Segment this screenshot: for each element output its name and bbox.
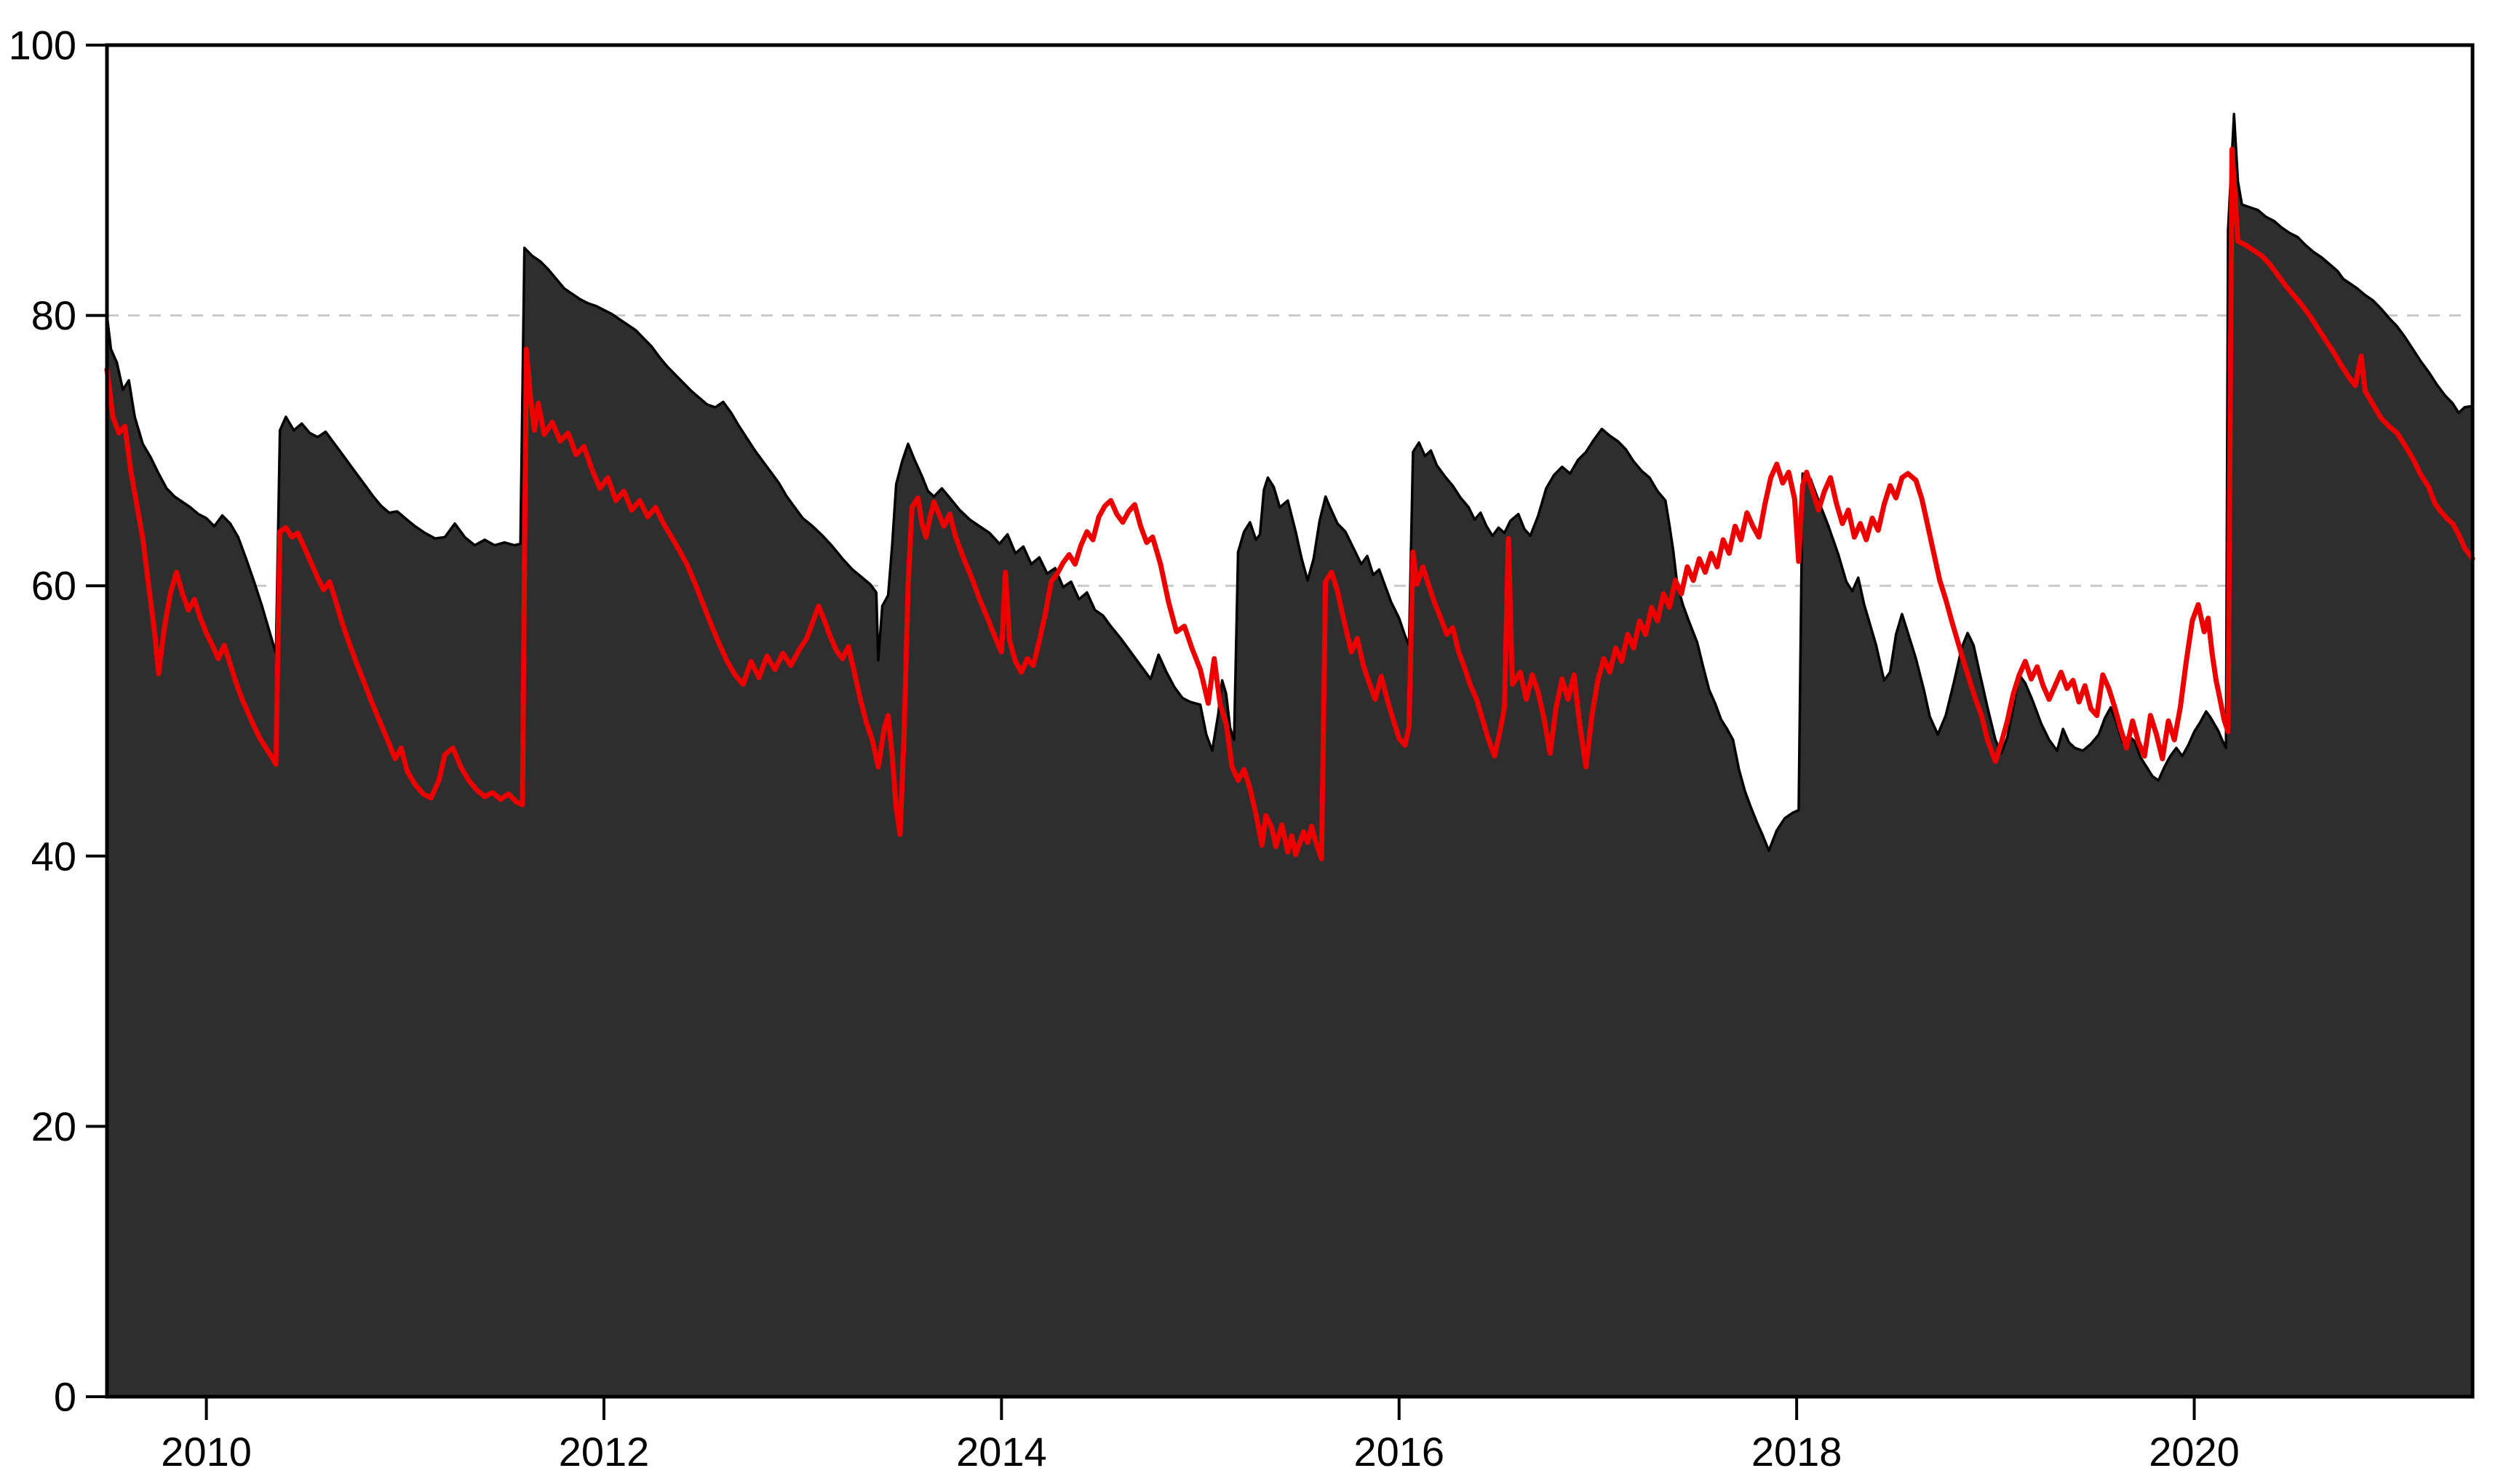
x-tick-label-2016: 2016 [1353, 1429, 1444, 1475]
axis-labels-group: 0 20 40 60 80 100 2010 2012 2014 2016 2018 2020 [9, 23, 2240, 1475]
y-tick-label-80: 80 [31, 292, 76, 338]
series-group [104, 113, 2475, 1397]
x-tick-label-2018: 2018 [1751, 1429, 1842, 1475]
axis-ticks-group [86, 44, 2196, 1420]
y-tick-label-40: 40 [31, 833, 76, 879]
x-tick-label-2012: 2012 [559, 1429, 650, 1475]
y-tick-label-100: 100 [9, 23, 76, 68]
y-tick-label-60: 60 [31, 563, 76, 609]
y-tick-label-20: 20 [31, 1104, 76, 1149]
y-tick-label-0: 0 [54, 1374, 76, 1420]
dark-area-edge [106, 113, 2473, 853]
plot-frame [105, 43, 2475, 1399]
x-tick-label-2020: 2020 [2149, 1429, 2240, 1475]
red-line-series [104, 146, 2475, 861]
x-tick-label-2010: 2010 [161, 1429, 252, 1475]
dark-area-series [107, 113, 2473, 1397]
plot-frame-group [105, 43, 2475, 1399]
x-tick-label-2014: 2014 [956, 1429, 1047, 1475]
